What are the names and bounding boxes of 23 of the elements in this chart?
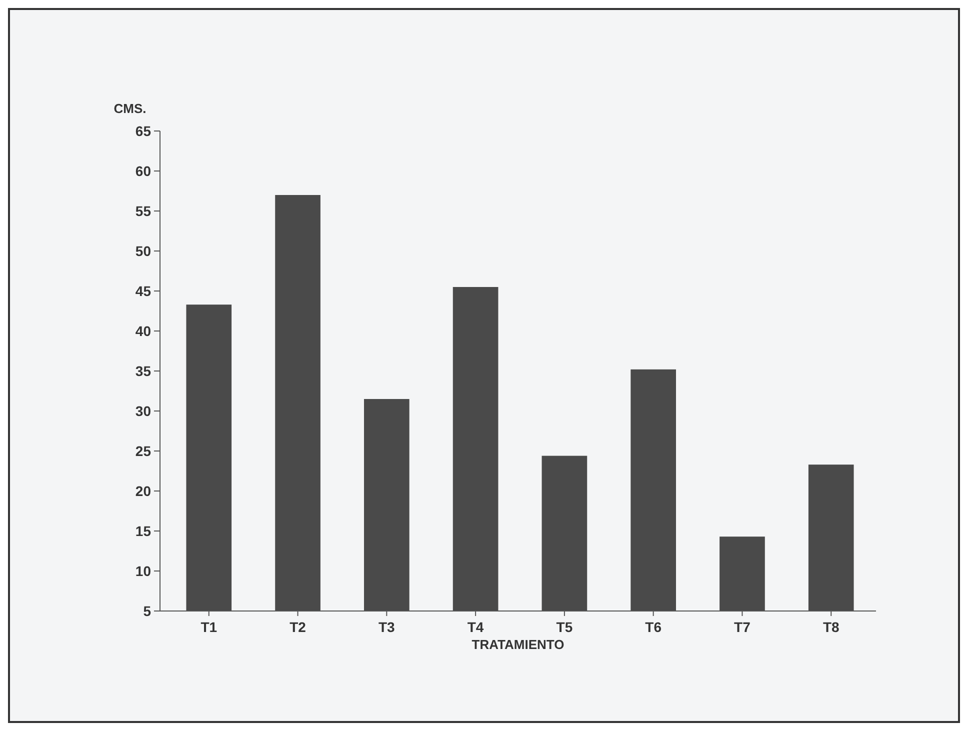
y-tick-label: 5 [143, 602, 152, 619]
y-tick-label: 25 [135, 442, 152, 459]
y-tick-label: 10 [135, 562, 152, 579]
y-tick-label: 45 [135, 282, 152, 299]
y-tick-label: 55 [135, 202, 152, 219]
x-tick-label: T7 [734, 619, 751, 635]
x-tick-label: T8 [822, 619, 840, 635]
y-tick-label: 35 [135, 362, 152, 379]
x-axis-title: TRATAMIENTO [472, 637, 564, 652]
y-tick-label: 60 [135, 162, 152, 179]
y-tick-label: 30 [135, 402, 152, 419]
x-tick-label: T5 [556, 619, 573, 635]
x-tick-label: T2 [290, 619, 306, 635]
y-tick-label: 15 [135, 522, 152, 539]
y-tick-label: 20 [135, 482, 152, 499]
y-tick-label: 65 [135, 122, 152, 139]
x-tick-label: T3 [378, 619, 396, 635]
x-tick-label: T4 [467, 619, 484, 635]
y-axis-title: CMS. [114, 101, 146, 116]
y-tick-label: 50 [135, 242, 152, 259]
x-tick-label: T6 [645, 619, 662, 635]
y-tick-label: 40 [135, 322, 152, 339]
x-tick-label: T1 [200, 619, 218, 635]
